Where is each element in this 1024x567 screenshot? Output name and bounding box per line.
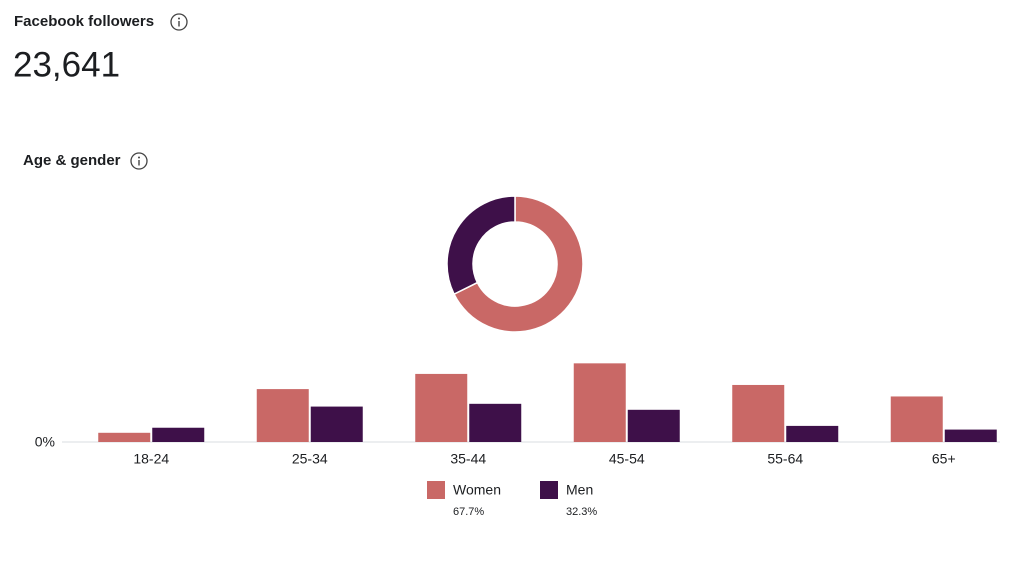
x-tick-label: 25-34 — [292, 451, 328, 467]
followers-title: Facebook followers — [14, 13, 154, 30]
section-title: Age & gender — [23, 152, 121, 169]
bar — [732, 384, 785, 442]
legend-swatch — [427, 481, 445, 499]
legend-label: Men — [566, 482, 593, 498]
bar — [415, 373, 468, 442]
bar — [573, 363, 626, 442]
legend-label: Women — [453, 482, 501, 498]
y-tick-label: 0% — [35, 434, 55, 450]
bar — [256, 389, 309, 442]
donut-slice — [453, 195, 584, 333]
info-icon[interactable] — [170, 13, 188, 31]
bar — [152, 427, 205, 442]
legend-value: 32.3% — [566, 506, 597, 518]
legend-value: 67.7% — [453, 506, 484, 518]
bar — [310, 406, 363, 442]
legend-swatch — [540, 481, 558, 499]
x-tick-label: 65+ — [932, 451, 956, 467]
x-tick-label: 18-24 — [133, 451, 169, 467]
info-icon[interactable] — [130, 152, 148, 170]
followers-count: 23,641 — [13, 45, 120, 84]
bar — [944, 429, 997, 442]
bar — [890, 396, 943, 442]
x-tick-label: 35-44 — [450, 451, 486, 467]
x-tick-label: 55-64 — [767, 451, 803, 467]
donut-slice — [446, 195, 516, 296]
x-tick-label: 45-54 — [609, 451, 645, 467]
bar — [98, 432, 151, 442]
bar — [627, 409, 680, 442]
bar — [786, 425, 839, 442]
bar — [469, 403, 522, 442]
